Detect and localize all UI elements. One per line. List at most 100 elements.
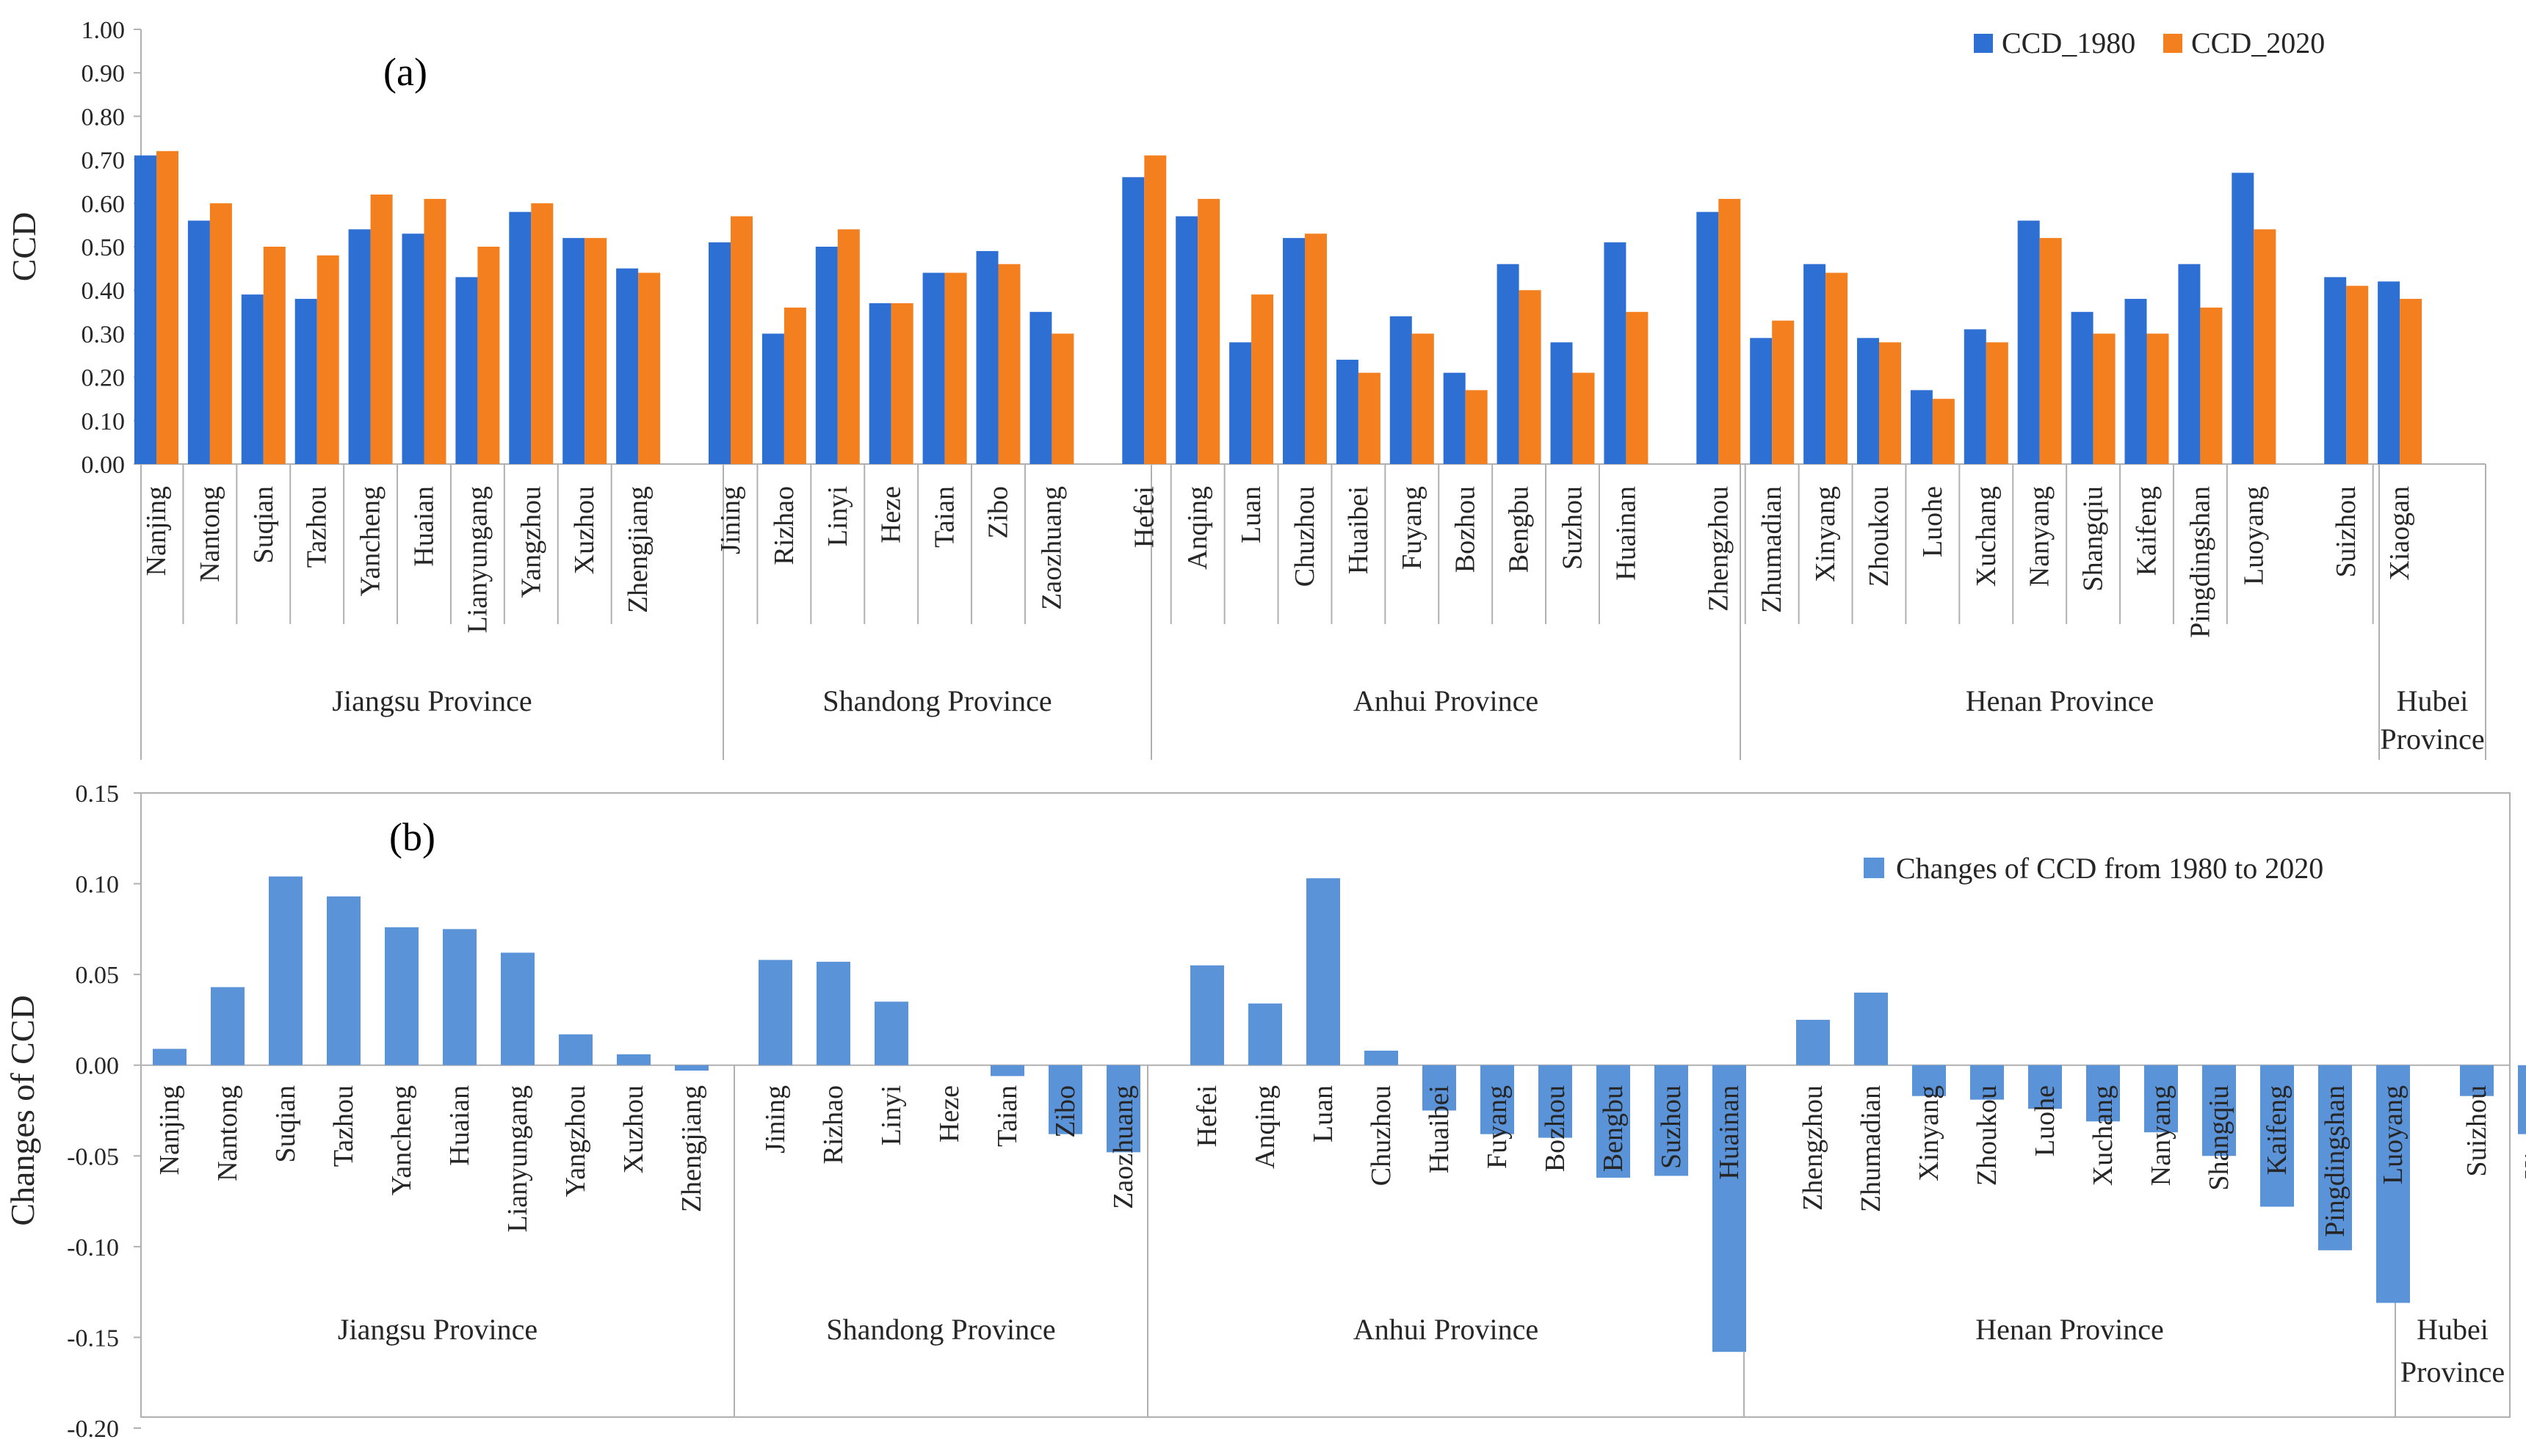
city-label: Bengbu xyxy=(1504,486,1535,573)
y-tick-label: -0.05 xyxy=(67,1143,119,1170)
bar-ccd-1980 xyxy=(187,220,210,464)
bar-ccd-change xyxy=(759,960,792,1065)
city-label: Pingdingshan xyxy=(2185,486,2215,638)
city-label: Zibo xyxy=(983,486,1014,539)
bar-ccd-2020 xyxy=(2039,238,2062,464)
city-label: Heze xyxy=(934,1085,965,1142)
city-label: Xuzhou xyxy=(569,486,600,574)
bar-ccd-2020 xyxy=(1052,333,1074,464)
province-label: Shandong Province xyxy=(826,1313,1055,1346)
city-label: Huaibei xyxy=(1343,486,1374,574)
city-label: Huaibei xyxy=(1424,1085,1455,1173)
bar-ccd-2020 xyxy=(1986,342,2008,464)
city-label: Xinyang xyxy=(1914,1085,1944,1181)
city-label: Suzhou xyxy=(1656,1085,1687,1169)
city-label: Suizhou xyxy=(2331,486,2362,578)
city-label: Zhumadian xyxy=(1756,486,1787,613)
bar-ccd-change xyxy=(269,876,303,1065)
bar-ccd-1980 xyxy=(1283,238,1305,464)
city-label: Bengbu xyxy=(1598,1085,1629,1172)
y-tick-label: 0.00 xyxy=(76,1053,120,1080)
bar-ccd-change xyxy=(2376,1065,2410,1303)
city-label: Suqian xyxy=(270,1085,301,1163)
bar-ccd-2020 xyxy=(784,307,806,464)
y-tick-label: 0.30 xyxy=(82,321,126,348)
city-label: Linyi xyxy=(822,486,853,546)
bar-ccd-2020 xyxy=(1879,342,1901,464)
legend-swatch-ccd-2020 xyxy=(2163,34,2182,53)
bar-ccd-1980 xyxy=(1750,338,1773,464)
city-label: Huainan xyxy=(1714,1085,1745,1180)
city-label: Chuzhou xyxy=(1366,1085,1397,1186)
bar-ccd-2020 xyxy=(2200,307,2223,464)
bar-ccd-2020 xyxy=(1465,390,1488,464)
bar-ccd-2020 xyxy=(1572,372,1595,464)
city-label: Suqian xyxy=(248,486,279,564)
bar-ccd-1980 xyxy=(562,238,585,464)
bar-ccd-1980 xyxy=(348,229,371,464)
bar-ccd-1980 xyxy=(2017,220,2040,464)
bar-ccd-change xyxy=(1796,1019,1830,1065)
y-tick-label: 1.00 xyxy=(82,17,126,44)
city-label: Yancheng xyxy=(355,486,386,596)
city-label: Luan xyxy=(1308,1085,1339,1142)
bar-ccd-2020 xyxy=(2093,333,2116,464)
y-tick-label: -0.15 xyxy=(67,1325,119,1352)
y-tick-label: 0.00 xyxy=(82,452,126,479)
bar-ccd-1980 xyxy=(1497,264,1519,464)
bar-ccd-2020 xyxy=(891,303,913,464)
city-label: Huaian xyxy=(409,486,440,567)
y-tick-label: 0.10 xyxy=(76,872,120,899)
bar-ccd-2020 xyxy=(1626,311,1649,464)
bar-ccd-change xyxy=(1654,1065,1688,1176)
city-label: Xiaogan xyxy=(2519,1085,2526,1180)
bar-ccd-1980 xyxy=(2324,277,2347,464)
plot-frame xyxy=(140,792,2511,1418)
province-label: Anhui Province xyxy=(1353,684,1538,717)
bar-ccd-2020 xyxy=(1251,294,1274,464)
bar-ccd-1980 xyxy=(1550,342,1573,464)
y-tick-label: 0.70 xyxy=(82,148,126,175)
province-label: Hubei xyxy=(2417,1313,2489,1346)
bar-ccd-change xyxy=(1422,1065,1456,1111)
bar-ccd-change xyxy=(1970,1065,2004,1100)
bar-ccd-1980 xyxy=(2378,281,2400,464)
city-label: Nantong xyxy=(212,1085,243,1181)
bar-ccd-1980 xyxy=(1176,216,1198,464)
bar-ccd-change xyxy=(1364,1050,1398,1065)
bar-ccd-2020 xyxy=(1772,320,1795,464)
city-label: Nantong xyxy=(195,486,225,582)
bar-ccd-2020 xyxy=(944,272,967,464)
bar-ccd-2020 xyxy=(477,247,500,464)
legend-swatch-change xyxy=(1864,858,1884,878)
bar-ccd-change xyxy=(501,952,535,1065)
province-label: Hubei xyxy=(2397,684,2469,717)
bar-ccd-change xyxy=(211,987,245,1065)
bar-ccd-2020 xyxy=(1305,233,1327,464)
city-label: Fuyang xyxy=(1397,486,1427,570)
bar-ccd-2020 xyxy=(1144,155,1167,464)
bar-ccd-1980 xyxy=(455,277,478,464)
bar-ccd-change xyxy=(1538,1065,1572,1138)
bar-ccd-change xyxy=(2518,1065,2526,1134)
bar-ccd-1980 xyxy=(1964,329,1986,464)
city-label: Luohe xyxy=(2030,1085,2060,1156)
bar-ccd-1980 xyxy=(616,268,639,464)
city-label: Huaian xyxy=(444,1085,475,1166)
bar-ccd-change xyxy=(153,1048,187,1065)
bar-ccd-change xyxy=(991,1065,1024,1076)
city-label: Fuyang xyxy=(1482,1085,1513,1169)
bar-ccd-1980 xyxy=(2232,173,2254,465)
province-label: Shandong Province xyxy=(822,684,1052,717)
y-tick-label: 0.50 xyxy=(82,234,126,261)
province-label: Anhui Province xyxy=(1353,1313,1538,1346)
city-label: Suzhou xyxy=(1557,486,1588,570)
city-label: Luoyang xyxy=(2238,486,2269,585)
y-tick-label: 0.05 xyxy=(76,962,120,989)
bar-ccd-2020 xyxy=(316,255,339,464)
bar-ccd-1980 xyxy=(1857,338,1879,464)
bar-ccd-change xyxy=(675,1065,709,1071)
city-label: Anqing xyxy=(1250,1085,1281,1169)
bar-ccd-2020 xyxy=(370,194,393,464)
city-label: Taian xyxy=(930,486,960,548)
